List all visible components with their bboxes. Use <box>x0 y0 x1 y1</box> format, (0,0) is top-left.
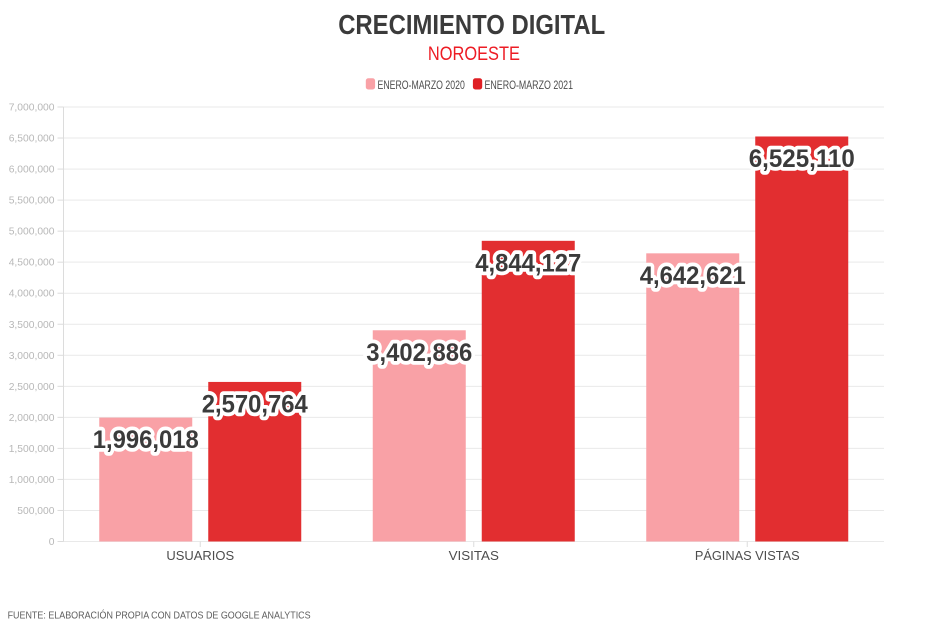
svg-text:4,844,127: 4,844,127 <box>475 249 581 277</box>
svg-text:7,000,000: 7,000,000 <box>9 103 55 114</box>
svg-text:3,402,886: 3,402,886 <box>366 339 472 367</box>
svg-text:4,500,000: 4,500,000 <box>9 258 55 269</box>
svg-text:4,000,000: 4,000,000 <box>9 289 55 300</box>
svg-text:500,000: 500,000 <box>17 506 54 517</box>
svg-text:USUARIOS: USUARIOS <box>166 548 234 563</box>
svg-text:3,000,000: 3,000,000 <box>9 351 55 362</box>
svg-text:6,000,000: 6,000,000 <box>9 165 55 176</box>
svg-text:2,500,000: 2,500,000 <box>9 382 55 393</box>
svg-text:0: 0 <box>49 537 55 548</box>
svg-text:VISITAS: VISITAS <box>449 548 500 563</box>
svg-text:6,525,110: 6,525,110 <box>749 145 855 173</box>
svg-text:CRECIMIENTO DIGITAL: CRECIMIENTO DIGITAL <box>338 9 605 40</box>
svg-text:FUENTE: ELABORACIÓN PROPIA CON: FUENTE: ELABORACIÓN PROPIA CON DATOS DE … <box>8 609 311 622</box>
svg-text:ENERO-MARZO 2020: ENERO-MARZO 2020 <box>378 80 465 92</box>
svg-text:1,500,000: 1,500,000 <box>9 444 55 455</box>
svg-text:NOROESTE: NOROESTE <box>428 44 520 65</box>
svg-text:2,570,764: 2,570,764 <box>202 390 308 418</box>
svg-text:2,000,000: 2,000,000 <box>9 413 55 424</box>
svg-text:5,500,000: 5,500,000 <box>9 196 55 207</box>
svg-text:ENERO-MARZO 2021: ENERO-MARZO 2021 <box>485 80 574 92</box>
svg-text:1,996,018: 1,996,018 <box>93 426 199 454</box>
svg-text:3,500,000: 3,500,000 <box>9 320 55 331</box>
svg-text:PÁGINAS VISTAS: PÁGINAS VISTAS <box>695 548 800 563</box>
svg-text:4,642,621: 4,642,621 <box>640 262 746 290</box>
svg-text:6,500,000: 6,500,000 <box>9 134 55 145</box>
svg-text:5,000,000: 5,000,000 <box>9 227 55 238</box>
svg-text:1,000,000: 1,000,000 <box>9 475 55 486</box>
